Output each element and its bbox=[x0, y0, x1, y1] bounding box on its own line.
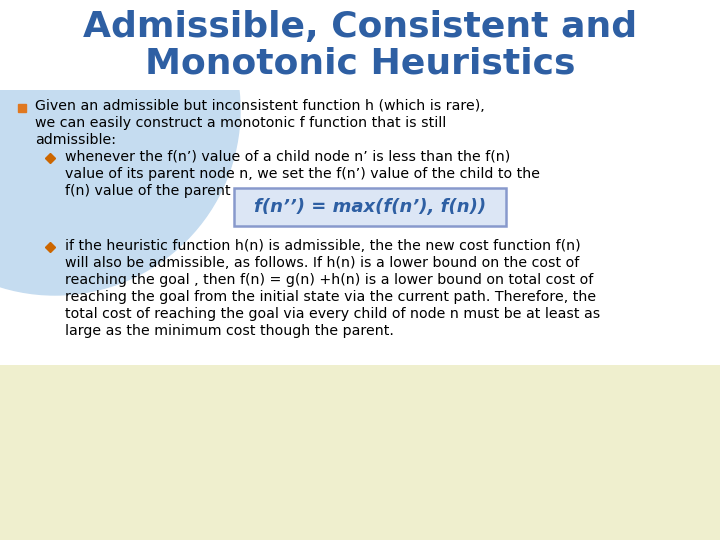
Text: will also be admissible, as follows. If h(n) is a lower bound on the cost of: will also be admissible, as follows. If … bbox=[65, 256, 580, 270]
Text: reaching the goal from the initial state via the current path. Therefore, the: reaching the goal from the initial state… bbox=[65, 290, 596, 304]
Text: value of its parent node n, we set the f(n’) value of the child to the: value of its parent node n, we set the f… bbox=[65, 167, 540, 181]
FancyBboxPatch shape bbox=[234, 188, 506, 226]
Text: if the heuristic function h(n) is admissible, the the new cost function f(n): if the heuristic function h(n) is admiss… bbox=[65, 239, 580, 253]
Bar bbox=[0, 0, 720, 90]
Text: large as the minimum cost though the parent.: large as the minimum cost though the par… bbox=[65, 324, 394, 338]
Text: Monotonic Heuristics: Monotonic Heuristics bbox=[145, 47, 575, 81]
Text: f(n’’) = max(f(n’), f(n)): f(n’’) = max(f(n’), f(n)) bbox=[254, 198, 486, 216]
Text: admissible:: admissible: bbox=[35, 133, 116, 147]
Bar bbox=[0, 365, 720, 540]
Text: reaching the goal , then f(n) = g(n) +h(n) is a lower bound on total cost of: reaching the goal , then f(n) = g(n) +h(… bbox=[65, 273, 593, 287]
Circle shape bbox=[0, 0, 240, 295]
Text: f(n) value of the parent: f(n) value of the parent bbox=[65, 184, 230, 198]
Text: we can easily construct a monotonic f function that is still: we can easily construct a monotonic f fu… bbox=[35, 116, 446, 130]
Text: whenever the f(n’) value of a child node n’ is less than the f(n): whenever the f(n’) value of a child node… bbox=[65, 150, 510, 164]
Text: total cost of reaching the goal via every child of node n must be at least as: total cost of reaching the goal via ever… bbox=[65, 307, 600, 321]
Text: Admissible, Consistent and: Admissible, Consistent and bbox=[83, 10, 637, 44]
Text: Given an admissible but inconsistent function h (which is rare),: Given an admissible but inconsistent fun… bbox=[35, 99, 485, 113]
